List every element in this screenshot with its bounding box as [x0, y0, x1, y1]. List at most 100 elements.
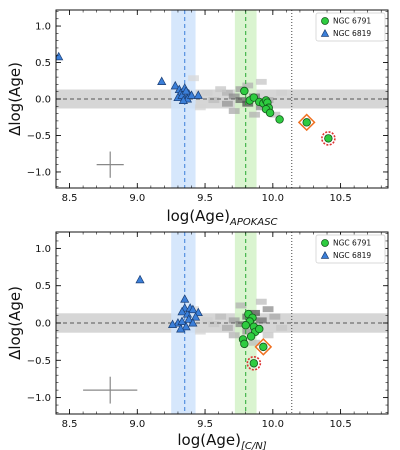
y-tick-label: 0.0 — [35, 319, 51, 330]
ngc6791-point — [275, 115, 284, 124]
y-tick-label: −1.0 — [27, 167, 51, 178]
ngc6819-point — [188, 318, 198, 327]
ngc6819-point — [178, 95, 188, 104]
ngc6819-point — [176, 324, 186, 333]
legend-ngc6791-label: NGC 6791 — [333, 239, 371, 248]
ngc6791-highlighted-point — [302, 118, 311, 127]
density-cell — [255, 317, 267, 324]
density-cell — [269, 111, 281, 118]
x-axis-label-main: log(Age) — [177, 431, 241, 449]
legend-ngc6819-marker — [320, 250, 330, 259]
legend-ngc6819-marker — [320, 28, 330, 37]
ngc6819-point — [181, 86, 191, 95]
density-cell — [262, 332, 274, 339]
x-tick-label: 10.0 — [262, 419, 284, 430]
density-cell — [208, 321, 220, 328]
legend-ngc6819-label: NGC 6819 — [333, 251, 371, 260]
ngc6819-point — [157, 76, 167, 85]
y-axis-label: Δlog(Age) — [6, 62, 24, 136]
density-cell — [222, 89, 233, 96]
ngc6791-point — [246, 332, 256, 341]
density-cell — [194, 104, 206, 111]
x-axis-label-subscript: [C/N] — [241, 441, 267, 450]
density-cell — [228, 93, 240, 100]
density-cell — [255, 78, 267, 85]
ngc6791-point — [240, 339, 249, 349]
density-cell — [235, 97, 247, 104]
legend-box — [315, 12, 386, 42]
ngc6791-highlighted-point — [249, 359, 259, 368]
ngc6819-point — [190, 312, 201, 321]
density-cell — [235, 321, 247, 328]
ngc6791-point — [249, 93, 259, 102]
ngc6819-point — [170, 80, 180, 90]
density-cell — [194, 328, 206, 335]
y-tick-label: 1.0 — [35, 244, 51, 255]
ngc6791-highlighted-point — [324, 134, 333, 143]
legend-box — [315, 234, 386, 264]
ngc6819-point — [177, 306, 187, 316]
y-axis-label: Δlog(Age) — [6, 286, 24, 360]
highlight-diamond — [254, 338, 273, 356]
ngc6819-point — [177, 316, 187, 326]
y-tick-label: −0.5 — [27, 131, 51, 142]
density-cell — [242, 82, 254, 89]
highlight-ring — [321, 131, 336, 146]
density-cell — [208, 97, 220, 104]
plot-area — [56, 10, 388, 188]
density-cell — [269, 313, 281, 320]
legend-ngc6791-label: NGC 6791 — [333, 17, 371, 26]
legend-ngc6791-marker — [321, 17, 329, 25]
ngc6791-point — [240, 86, 249, 96]
ngc6819-point — [186, 90, 197, 99]
x-tick-label: 8.5 — [62, 193, 78, 204]
ngc6819-point — [56, 51, 64, 61]
density-cell — [255, 104, 267, 111]
bottom-panel: 8.5 9.0 9.5 10.0 10.5 1.0 0.5 0.0 −0.5 −1.0 log(Ag… — [6, 231, 389, 450]
x-tick-label: 10.5 — [329, 193, 351, 204]
x-tick-label: 9.0 — [129, 419, 145, 430]
density-cell — [249, 309, 260, 316]
density-cell — [249, 339, 260, 346]
x-tick-label: 9.5 — [197, 419, 213, 430]
highlight-diamond — [297, 113, 316, 132]
y-tick-label: 0.5 — [35, 58, 51, 69]
plot-area — [56, 232, 388, 414]
x-axis-label: log(Age)[C/N] — [177, 431, 266, 450]
density-cell — [222, 324, 233, 331]
x-tick-label: 10.5 — [329, 419, 351, 430]
ngc6819-point — [193, 90, 203, 99]
density-cell — [228, 108, 240, 114]
x-tick-label: 8.5 — [62, 419, 78, 430]
ngc6819-point — [184, 314, 194, 323]
y-tick-label: −1.0 — [27, 393, 51, 404]
density-cell — [188, 75, 199, 82]
y-tick-label: 0.5 — [35, 281, 51, 292]
x-axis-label-main: log(Age) — [166, 207, 230, 225]
density-cell — [228, 332, 240, 339]
y-tick-label: −0.5 — [27, 356, 51, 367]
ngc6819-point — [181, 321, 191, 331]
legend-ngc6791-marker — [321, 239, 329, 247]
density-cell — [201, 89, 213, 96]
gray-band — [56, 313, 388, 333]
density-cell — [276, 89, 288, 96]
density-cell — [255, 298, 267, 305]
top-panel: 8.5 9.0 9.5 10.0 10.5 1.0 0.5 0.0 −0.5 −1.0 log(Ag… — [6, 9, 389, 228]
density-cell — [201, 317, 213, 324]
x-tick-label: 9.5 — [197, 193, 213, 204]
ngc6819-point — [135, 274, 145, 284]
density-cell — [262, 306, 274, 313]
density-cell — [222, 100, 233, 107]
density-cell — [249, 111, 260, 118]
x-tick-label: 9.0 — [129, 193, 145, 204]
ngc6819-point — [188, 304, 198, 314]
ngc6791-point — [255, 324, 264, 334]
ngc6819-point — [180, 294, 190, 303]
x-axis-label-subscript: APOKASC — [229, 217, 277, 228]
density-cell — [276, 324, 288, 331]
density-cell — [242, 328, 254, 335]
density-cell — [228, 317, 240, 324]
ngc6791-point — [265, 108, 275, 118]
